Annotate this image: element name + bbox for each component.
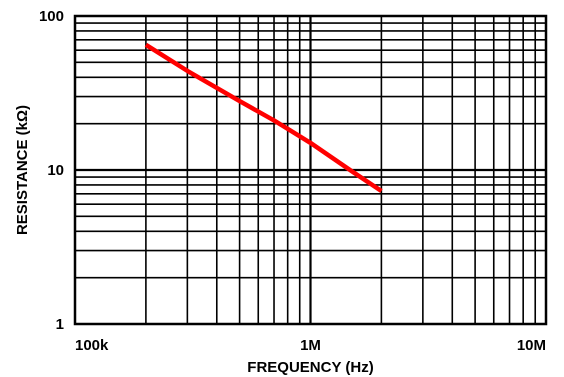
x-axis-title: FREQUENCY (Hz) [247, 359, 373, 376]
x-tick-label: 10M [517, 337, 546, 354]
x-tick-label: 1M [300, 337, 321, 354]
chart-grid [75, 16, 546, 324]
series-line [144, 42, 383, 193]
y-tick-label: 100 [39, 8, 64, 25]
plot-area-border [73, 14, 548, 326]
x-tick-label: 100k [75, 337, 109, 354]
y-axis-tick-labels: 1 10 100 [39, 8, 64, 333]
y-axis-title: RESISTANCE (kΩ) [14, 105, 31, 235]
y-tick-label: 1 [56, 316, 64, 333]
y-tick-label: 10 [47, 162, 64, 179]
chart-series [144, 42, 383, 193]
x-axis-tick-labels: 100k 1M 10M [75, 337, 546, 354]
